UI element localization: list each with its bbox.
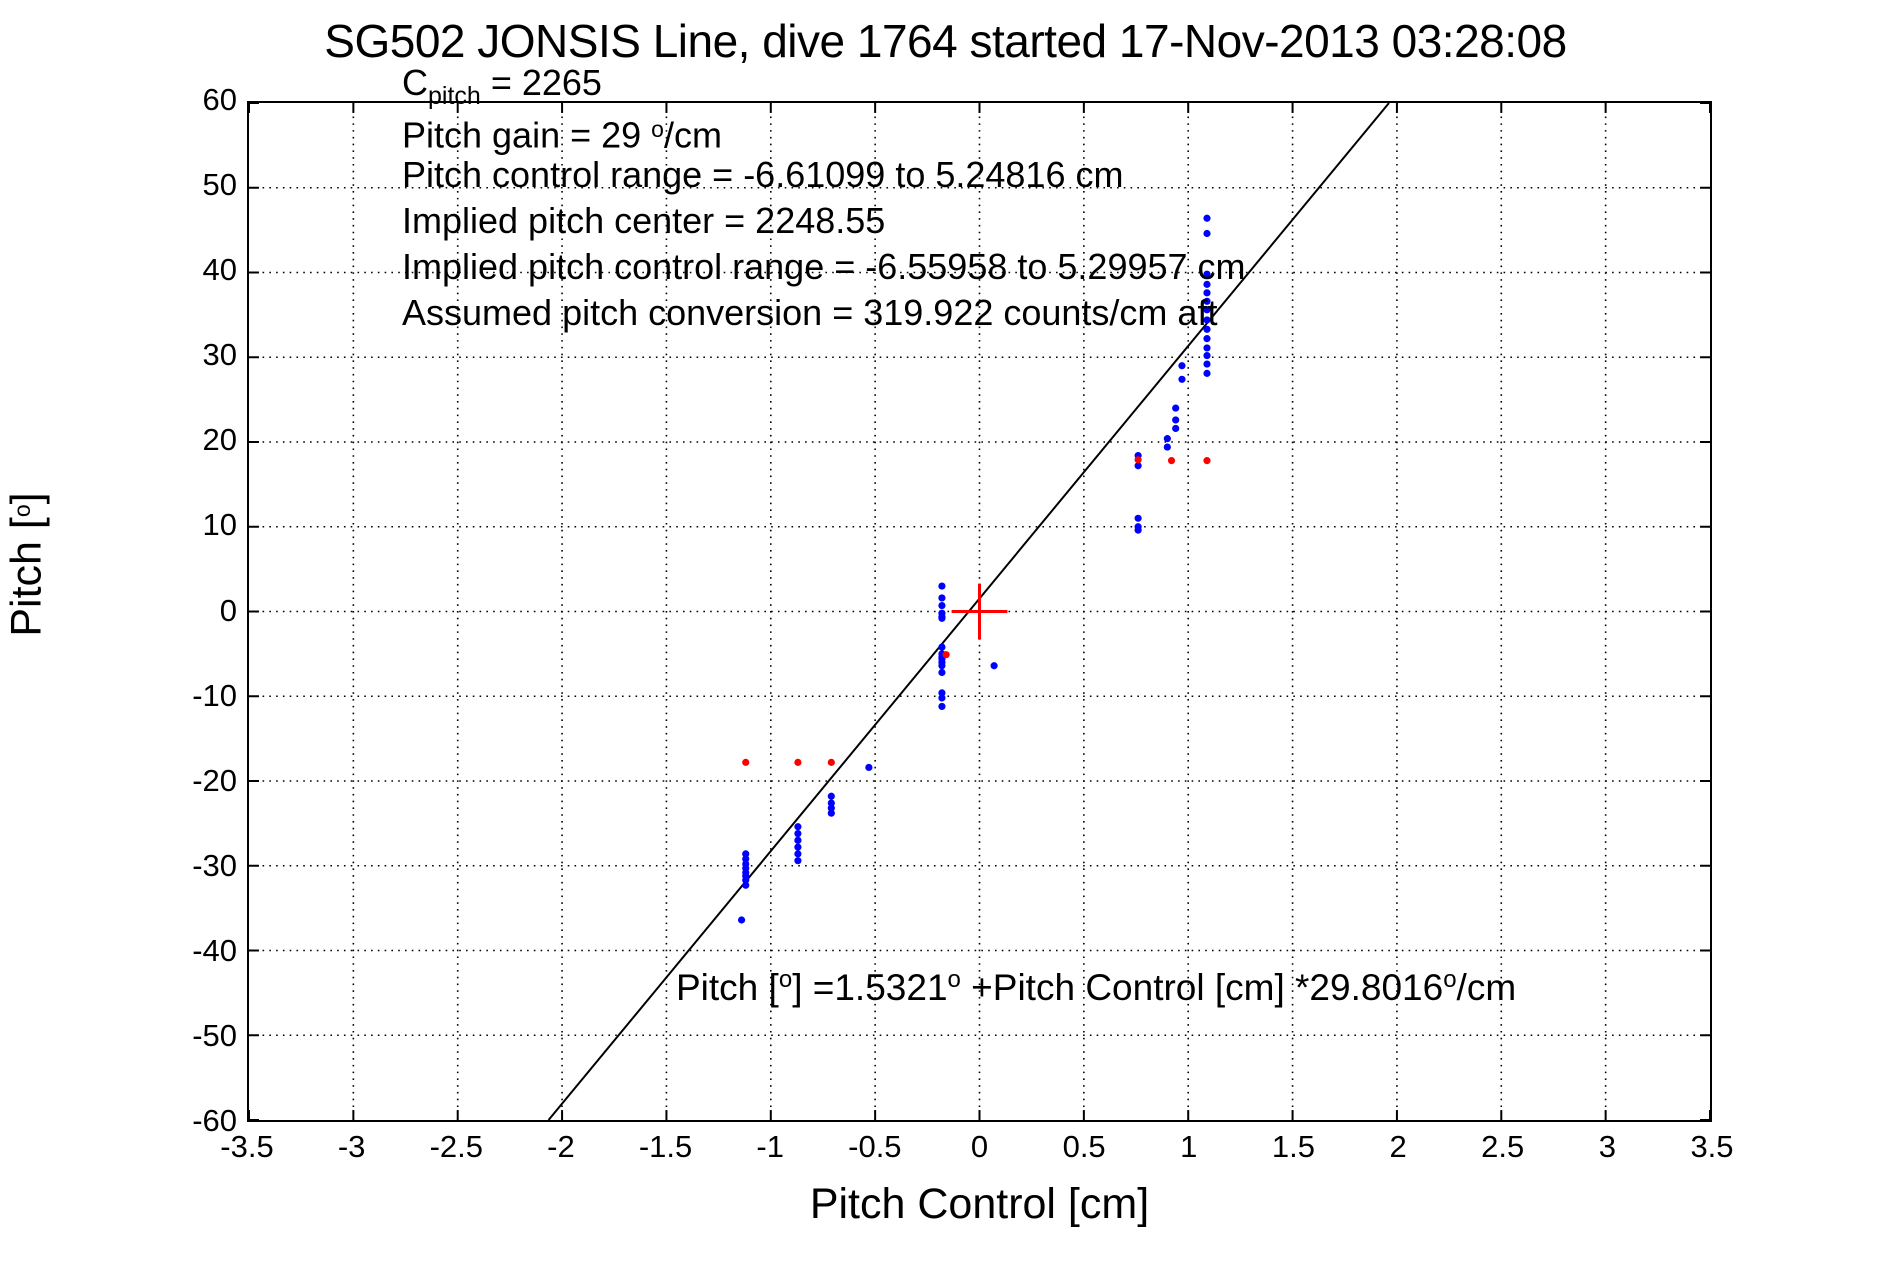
annotation-line-implied-pitch-center: Implied pitch center = 2248.55 (402, 200, 886, 241)
y-tick-label: -30 (192, 847, 237, 883)
x-tick-label: -3.5 (220, 1129, 274, 1164)
y-tick-label: -20 (192, 762, 237, 798)
y-tick-label: -50 (192, 1017, 237, 1053)
y-tick-label: 10 (202, 507, 237, 543)
annotation-line-assumed-conversion: Assumed pitch conversion = 319.922 count… (402, 292, 1218, 333)
y-tick-label: 0 (219, 592, 237, 628)
x-tick-label: 0 (970, 1129, 989, 1164)
annotation-line-pitch-gain: Pitch gain = 29 o/cm (402, 114, 722, 156)
x-tick-label: 1.5 (1271, 1129, 1315, 1164)
x-tick-label: -1.5 (638, 1129, 693, 1164)
x-tick-label: 3.5 (1690, 1129, 1734, 1164)
x-tick-label: -1 (756, 1129, 784, 1164)
x-tick-label: 0.5 (1062, 1129, 1106, 1164)
data-layer (547, 103, 1390, 1120)
annotation-line-cpitch: Cpitch = 2265 (402, 62, 602, 110)
fit-equation-text: Pitch [o] =1.5321o +Pitch Control [cm] *… (676, 966, 1517, 1009)
y-tick-label: 60 (202, 82, 237, 117)
page-title: SG502 JONSIS Line, dive 1764 started 17-… (324, 15, 1567, 67)
y-tick-label: 40 (202, 252, 237, 288)
x-tick-label: -2.5 (429, 1129, 483, 1164)
y-tick-label: 20 (202, 422, 237, 458)
x-tick-label: 2.5 (1481, 1129, 1525, 1164)
x-tick-label: 1 (1180, 1129, 1198, 1164)
x-axis-label: Pitch Control [cm] (809, 1180, 1150, 1228)
plot-area (247, 101, 1712, 1122)
annotation-line-implied-control-range: Implied pitch control range = -6.55958 t… (402, 246, 1246, 287)
annotation-block: Cpitch = 2265 Pitch gain = 29 o/cm Pitch… (402, 60, 1246, 336)
y-tick-label: -60 (192, 1103, 237, 1138)
x-tick-label: 2 (1389, 1129, 1407, 1164)
y-tick-label: -40 (192, 932, 237, 968)
y-tick-label: 50 (202, 167, 237, 203)
y-tick-label: 30 (202, 337, 237, 373)
x-tick-label: -2 (547, 1129, 575, 1164)
x-tick-label: -3 (337, 1129, 366, 1164)
y-axis-label: Pitch [o] (2, 492, 51, 637)
x-tick-label: -0.5 (848, 1129, 902, 1164)
x-tick-label: 3 (1598, 1129, 1616, 1164)
y-tick-label: -10 (192, 677, 237, 713)
annotation-line-pitch-control-range: Pitch control range = -6.61099 to 5.2481… (402, 154, 1124, 195)
